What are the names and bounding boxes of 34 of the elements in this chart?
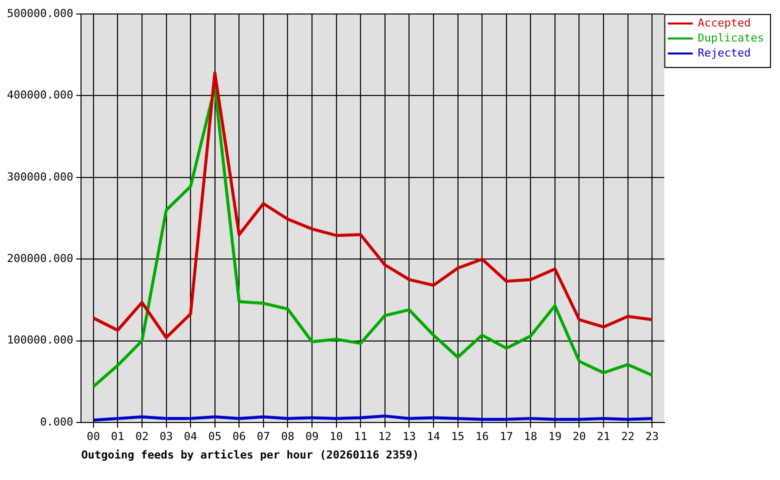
x-tick-label: 10 bbox=[330, 430, 343, 444]
x-tick-label: 00 bbox=[86, 430, 100, 444]
x-tick-label: 20 bbox=[572, 430, 586, 444]
x-tick-label: 17 bbox=[500, 430, 513, 444]
y-tick-label: 200000.000 bbox=[6, 252, 74, 266]
legend-label: Accepted bbox=[698, 16, 751, 30]
x-axis-title: Outgoing feeds by articles per hour (20260116 2359) bbox=[81, 448, 419, 462]
x-tick-label: 11 bbox=[354, 430, 368, 444]
legend-label: Rejected bbox=[698, 46, 751, 60]
x-tick-label: 04 bbox=[184, 430, 198, 444]
x-tick-label: 01 bbox=[111, 430, 124, 444]
y-tick-label: 400000.000 bbox=[6, 88, 74, 102]
y-tick-label: 300000.000 bbox=[6, 170, 74, 184]
x-tick-label: 23 bbox=[646, 430, 659, 444]
x-tick-label: 19 bbox=[548, 430, 562, 444]
x-tick-label: 14 bbox=[426, 430, 440, 444]
x-tick-label: 16 bbox=[475, 430, 489, 444]
x-tick-label: 18 bbox=[524, 430, 538, 444]
x-tick-label: 09 bbox=[305, 430, 319, 444]
x-tick-label: 06 bbox=[232, 430, 246, 444]
y-tick-label: 100000.000 bbox=[6, 334, 74, 347]
legend-label: Duplicates bbox=[698, 31, 764, 44]
x-tick-label: 07 bbox=[256, 430, 270, 444]
x-tick-label: 15 bbox=[451, 430, 464, 444]
x-tick-label: 02 bbox=[135, 430, 149, 444]
x-tick-label: 12 bbox=[378, 430, 392, 444]
x-tick-label: 13 bbox=[402, 430, 416, 444]
x-tick-label: 21 bbox=[596, 430, 610, 444]
x-tick-label: 03 bbox=[160, 430, 173, 444]
x-tick-label: 22 bbox=[621, 430, 634, 444]
x-tick-label: 08 bbox=[281, 430, 294, 444]
y-tick-label: 500000.000 bbox=[6, 6, 74, 20]
y-tick-label: 0.000 bbox=[40, 415, 74, 428]
x-tick-label: 05 bbox=[208, 430, 222, 444]
